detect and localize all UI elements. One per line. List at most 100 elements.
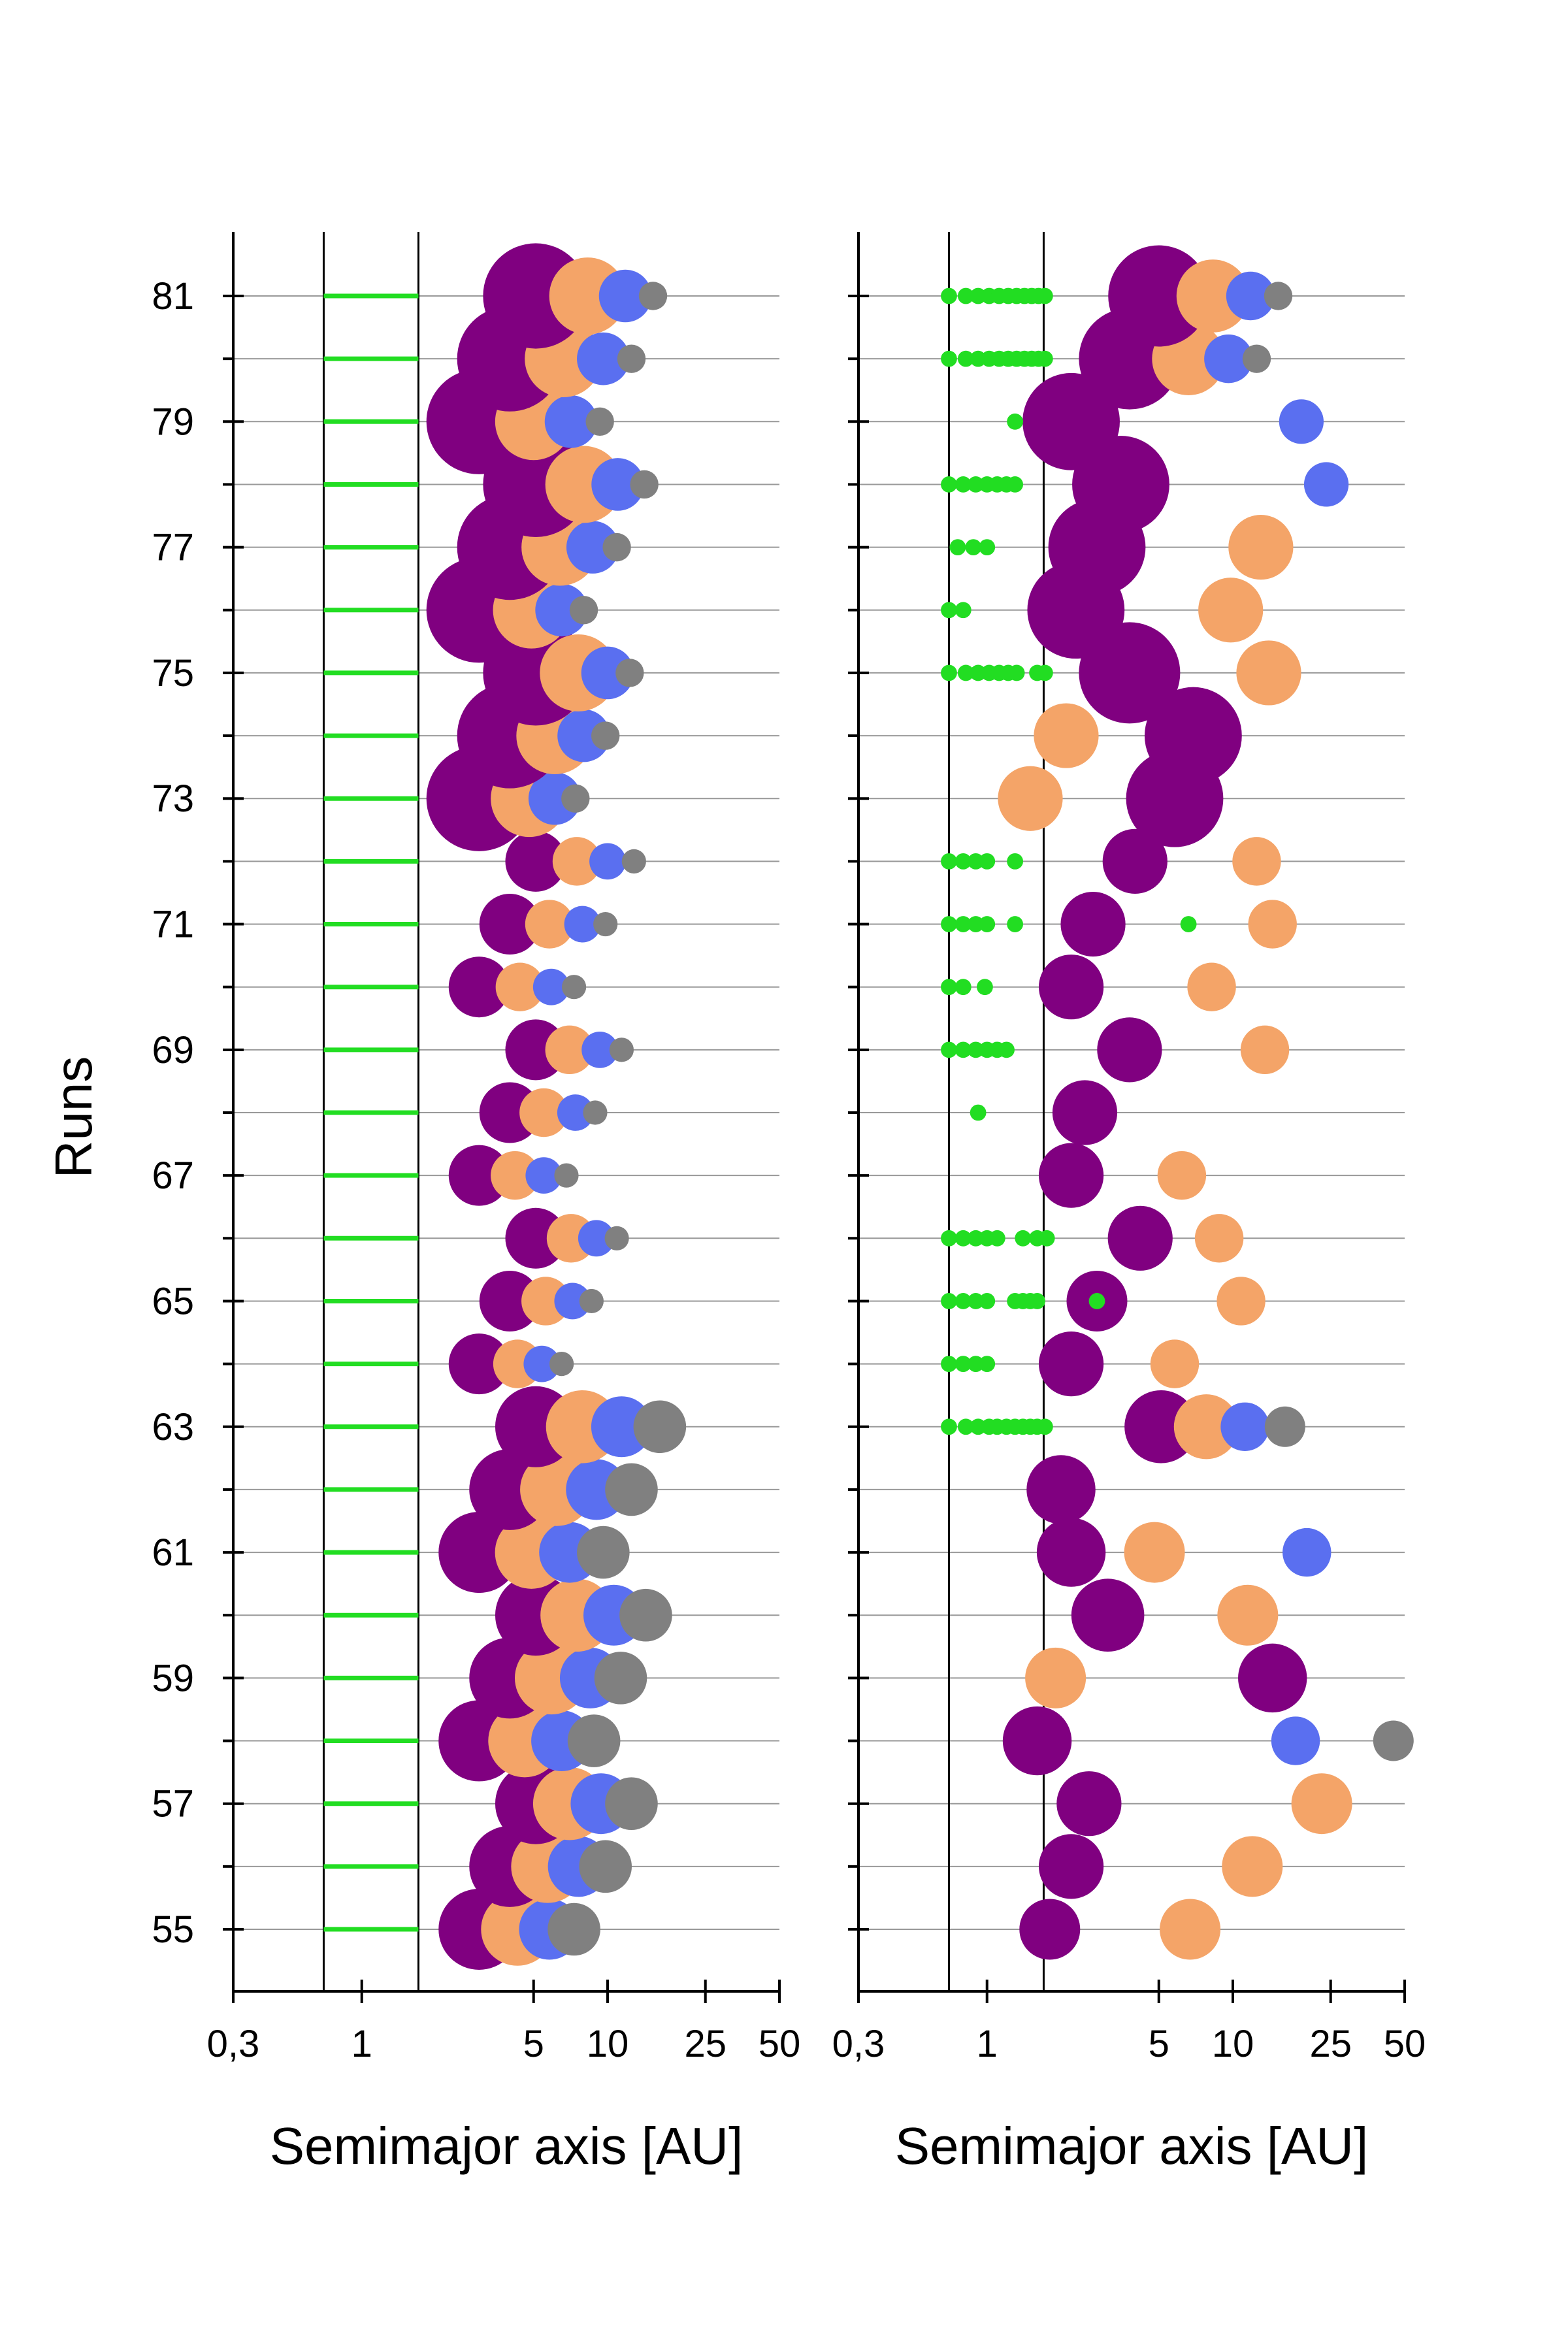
planet-terrestrial xyxy=(968,1230,984,1247)
planet-terrestrial xyxy=(941,1230,957,1247)
planet-ice-giant-1 xyxy=(1176,259,1250,333)
planet-gas-giant xyxy=(1022,372,1120,470)
planet-terrestrial xyxy=(1036,664,1053,681)
x-tick-label: 10 xyxy=(1212,2023,1254,2065)
planet-ice-giant-1 xyxy=(998,766,1063,831)
planet-gas-giant xyxy=(1052,1080,1118,1145)
planet-ice-giant-3 xyxy=(554,1163,579,1188)
planet-gas-giant xyxy=(1238,1643,1307,1713)
planet-terrestrial xyxy=(1007,916,1024,932)
planet-terrestrial xyxy=(968,1041,984,1058)
x-tick-label: 5 xyxy=(523,2023,544,2065)
planet-terrestrial xyxy=(1008,664,1025,681)
planet-ice-giant-2 xyxy=(581,1031,619,1068)
planet-ice-giant-2 xyxy=(544,395,598,448)
planet-ice-giant-2 xyxy=(598,269,652,323)
planet-terrestrial xyxy=(968,476,984,493)
planet-ice-giant-3 xyxy=(593,911,618,937)
planet-ice-giant-2 xyxy=(1279,399,1324,444)
planet-terrestrial xyxy=(941,664,957,681)
planet-ice-giant-3 xyxy=(567,1714,621,1767)
planet-gas-giant xyxy=(1026,1455,1096,1524)
planet-gas-giant xyxy=(1124,1390,1198,1463)
planet-ice-giant-1 xyxy=(1228,515,1294,580)
planet-ice-giant-3 xyxy=(630,470,659,499)
x-tick-label: 1 xyxy=(977,2023,998,2065)
planet-ice-giant-2 xyxy=(523,1345,561,1382)
planet-ice-giant-3 xyxy=(1264,282,1293,310)
planet-gas-giant xyxy=(1038,1143,1104,1208)
planet-ice-giant-1 xyxy=(1232,837,1281,886)
planet-gas-giant xyxy=(1071,1578,1145,1652)
planet-ice-giant-3 xyxy=(609,1037,634,1062)
planet-ice-giant-3 xyxy=(1242,344,1271,373)
planet-terrestrial xyxy=(968,853,984,870)
planet-ice-giant-1 xyxy=(519,1088,568,1137)
planet-ice-giant-3 xyxy=(638,282,668,310)
planet-gas-giant xyxy=(1038,1834,1104,1899)
y-tick-label: 71 xyxy=(152,904,194,946)
x-tick-label: 0,3 xyxy=(207,2023,260,2065)
planet-ice-giant-2 xyxy=(578,1220,615,1257)
planet-terrestrial xyxy=(955,853,972,870)
planet-terrestrial xyxy=(957,287,974,304)
planet-terrestrial xyxy=(1007,853,1024,870)
planet-terrestrial xyxy=(979,853,996,870)
x-tick-label: 50 xyxy=(1384,2023,1426,2065)
planet-ice-giant-3 xyxy=(561,784,590,813)
planet-ice-giant-2 xyxy=(591,458,644,511)
planet-terrestrial xyxy=(1029,1293,1045,1309)
planet-ice-giant-2 xyxy=(525,1157,563,1194)
planet-ice-giant-2 xyxy=(589,843,626,880)
planet-terrestrial xyxy=(1015,1230,1032,1247)
planet-ice-giant-1 xyxy=(552,837,602,886)
planet-gas-giant xyxy=(1036,1518,1106,1587)
planet-terrestrial xyxy=(941,853,957,870)
planet-gas-giant xyxy=(1060,891,1126,957)
planet-ice-giant-3 xyxy=(561,975,587,1000)
planet-terrestrial xyxy=(1036,287,1053,304)
planet-terrestrial xyxy=(941,916,957,932)
planet-ice-giant-3 xyxy=(615,659,644,687)
planet-ice-giant-3 xyxy=(619,1588,672,1642)
planet-terrestrial xyxy=(941,979,957,996)
planet-terrestrial xyxy=(1036,350,1053,367)
x-tick-label: 5 xyxy=(1149,2023,1169,2065)
planet-ice-giant-2 xyxy=(557,1094,594,1131)
planet-ice-giant-1 xyxy=(525,900,574,949)
planet-terrestrial xyxy=(968,916,984,932)
planet-gas-giant xyxy=(1002,1706,1072,1776)
planet-ice-giant-1 xyxy=(1194,1214,1244,1263)
planet-terrestrial xyxy=(941,287,957,304)
planet-terrestrial xyxy=(941,1293,957,1309)
planet-ice-giant-1 xyxy=(1291,1773,1352,1835)
planet-ice-giant-3 xyxy=(549,1352,574,1377)
planet-terrestrial xyxy=(977,979,993,996)
y-tick-label: 75 xyxy=(152,652,194,694)
planet-ice-giant-3 xyxy=(583,1100,608,1125)
planet-ice-giant-3 xyxy=(617,344,646,373)
planet-terrestrial xyxy=(1088,1293,1105,1309)
planet-ice-giant-2 xyxy=(528,772,581,825)
planet-gas-giant xyxy=(1019,1899,1081,1960)
planet-gas-giant xyxy=(479,1270,540,1331)
planet-gas-giant xyxy=(479,894,540,955)
y-tick-label: 81 xyxy=(152,275,194,318)
planet-ice-giant-2 xyxy=(532,968,570,1005)
planet-terrestrial xyxy=(955,1356,972,1373)
planet-gas-giant xyxy=(448,956,510,1018)
planet-ice-giant-3 xyxy=(585,407,614,436)
planet-ice-giant-1 xyxy=(549,257,627,335)
planet-terrestrial xyxy=(968,1293,984,1309)
planet-ice-giant-1 xyxy=(1217,1277,1266,1326)
planet-ice-giant-3 xyxy=(577,1526,630,1579)
x-axis-title: Semimajor axis [AU] xyxy=(270,2117,743,2175)
planet-gas-giant xyxy=(438,1512,520,1593)
y-tick-label: 69 xyxy=(152,1029,194,1071)
planet-terrestrial xyxy=(1007,476,1024,493)
y-tick-label: 63 xyxy=(152,1406,194,1448)
planet-gas-giant xyxy=(1107,1205,1173,1271)
planet-terrestrial xyxy=(941,1356,957,1373)
planet-ice-giant-1 xyxy=(1150,1339,1200,1388)
